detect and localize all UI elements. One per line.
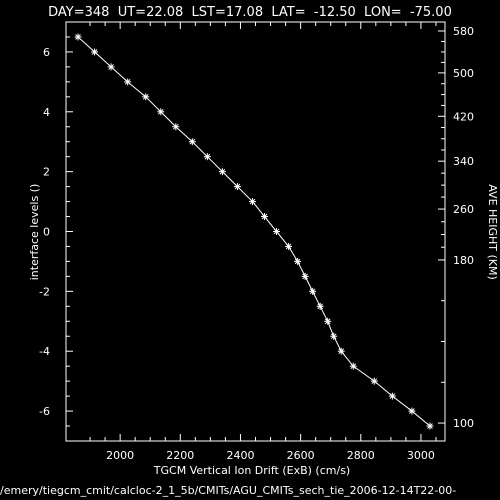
x-axis-label: TGCM Vertical Ion Drift (ExB) (cm/s) [153, 464, 350, 477]
footer-path: /emery/tiegcm_cmit/calcloc-2_1_5b/CMITs/… [0, 484, 456, 497]
x-axis: 2000 2200 2400 2600 2800 3000 [89, 22, 437, 462]
data-point [248, 198, 256, 206]
data-point [349, 362, 357, 370]
plot-frame [65, 21, 446, 442]
y-tick-label: -4 [39, 345, 50, 358]
x-tick-label: 2400 [226, 449, 254, 462]
data-point [233, 183, 241, 191]
data-point [188, 138, 196, 146]
data-point [261, 213, 269, 221]
y-tick-label: -6 [39, 405, 50, 418]
y-axis-label: interface levels () [28, 184, 41, 281]
y-tick-label: 2 [43, 166, 50, 179]
data-point [309, 287, 317, 295]
data-point [294, 257, 302, 265]
data-point [107, 63, 115, 71]
x-tick-label: 3000 [407, 449, 435, 462]
data-point [316, 302, 324, 310]
y2-tick-label: 340 [453, 155, 474, 168]
data-point [426, 422, 434, 430]
data-point [91, 48, 99, 56]
data-point [285, 242, 293, 250]
data-point [124, 78, 132, 86]
data-point [337, 347, 345, 355]
x-tick-label: 2200 [166, 449, 194, 462]
data-point [203, 153, 211, 161]
chart-title: DAY=348 UT=22.08 LST=17.08 LAT= -12.50 L… [48, 5, 452, 20]
y2-tick-label: 420 [453, 110, 474, 123]
y-tick-label: -2 [39, 285, 50, 298]
data-point [74, 33, 82, 41]
y2-tick-label: 100 [453, 417, 474, 430]
data-point [218, 168, 226, 176]
data-point [273, 228, 281, 235]
y2-tick-label: 260 [453, 203, 474, 216]
y2-tick-label: 500 [453, 67, 474, 80]
data-point [388, 392, 396, 400]
y-tick-label: 6 [43, 46, 50, 59]
y-tick-label: 4 [43, 106, 50, 119]
data-point [370, 377, 378, 385]
y-axis-right: 580 500 420 340 260 180 100 [438, 25, 474, 430]
data-point [301, 272, 309, 280]
y2-tick-label: 180 [453, 254, 474, 267]
y-tick-label: 0 [43, 226, 50, 239]
x-tick-label: 2600 [287, 449, 315, 462]
series-path [77, 36, 431, 427]
data-point [408, 407, 416, 415]
data-point [142, 93, 150, 101]
series-line [74, 33, 434, 430]
x-tick-label: 2000 [106, 449, 134, 462]
y2-axis-label: AVE HEIGHT (KM) [486, 184, 499, 280]
data-point [324, 317, 332, 325]
y-axis-left: -6 -4 -2 0 2 4 6 [39, 36, 73, 427]
data-point [330, 332, 338, 340]
data-point [172, 123, 180, 131]
data-point [157, 108, 165, 116]
x-tick-label: 2800 [347, 449, 375, 462]
y2-tick-label: 580 [453, 25, 474, 38]
